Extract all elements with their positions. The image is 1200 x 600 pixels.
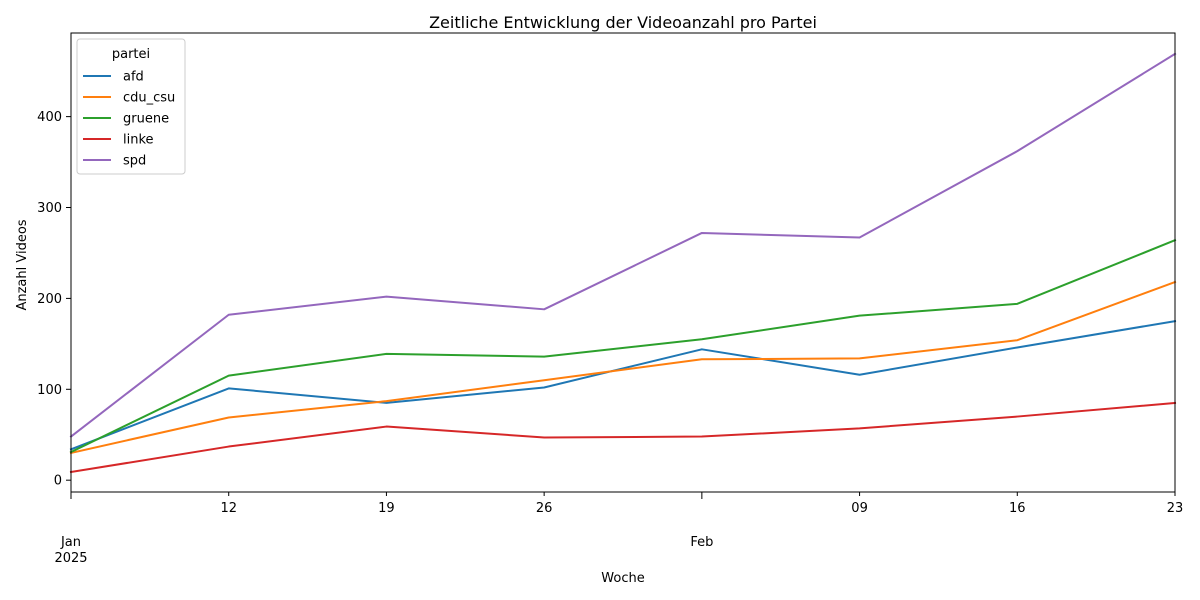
series-line-cdu_csu xyxy=(69,280,1177,455)
chart-title: Zeitliche Entwicklung der Videoanzahl pr… xyxy=(429,13,817,32)
y-tick-label: 300 xyxy=(37,201,62,216)
x-tick-label: 23 xyxy=(1167,501,1184,516)
x-month-label: Feb xyxy=(690,535,713,550)
y-tick-label: 200 xyxy=(37,292,62,307)
x-tick-label: 12 xyxy=(220,501,237,516)
legend-label-gruene: gruene xyxy=(123,112,169,127)
legend-label-linke: linke xyxy=(123,133,154,148)
series-line-afd xyxy=(69,319,1177,451)
y-tick-label: 400 xyxy=(37,110,62,125)
x-axis-label: Woche xyxy=(601,571,644,586)
x-month-label: Jan xyxy=(60,535,81,550)
y-tick-label: 0 xyxy=(54,474,62,489)
legend-label-spd: spd xyxy=(123,154,146,169)
series-line-spd xyxy=(69,52,1177,438)
x-tick-label: 09 xyxy=(851,501,868,516)
legend-label-cdu_csu: cdu_csu xyxy=(123,91,175,106)
x-month-label: 2025 xyxy=(54,551,87,566)
x-tick-label: 19 xyxy=(378,501,395,516)
series-lines xyxy=(69,52,1177,474)
x-tick-label: 26 xyxy=(536,501,553,516)
legend-title: partei xyxy=(112,47,150,62)
series-line-gruene xyxy=(69,238,1177,454)
x-tick-label: 16 xyxy=(1009,501,1026,516)
series-line-linke xyxy=(69,401,1177,474)
y-tick-label: 100 xyxy=(37,383,62,398)
legend-box xyxy=(76,38,186,175)
axes-frame xyxy=(70,32,1176,493)
legend-label-afd: afd xyxy=(123,70,144,85)
y-axis-label: Anzahl Videos xyxy=(15,219,30,310)
